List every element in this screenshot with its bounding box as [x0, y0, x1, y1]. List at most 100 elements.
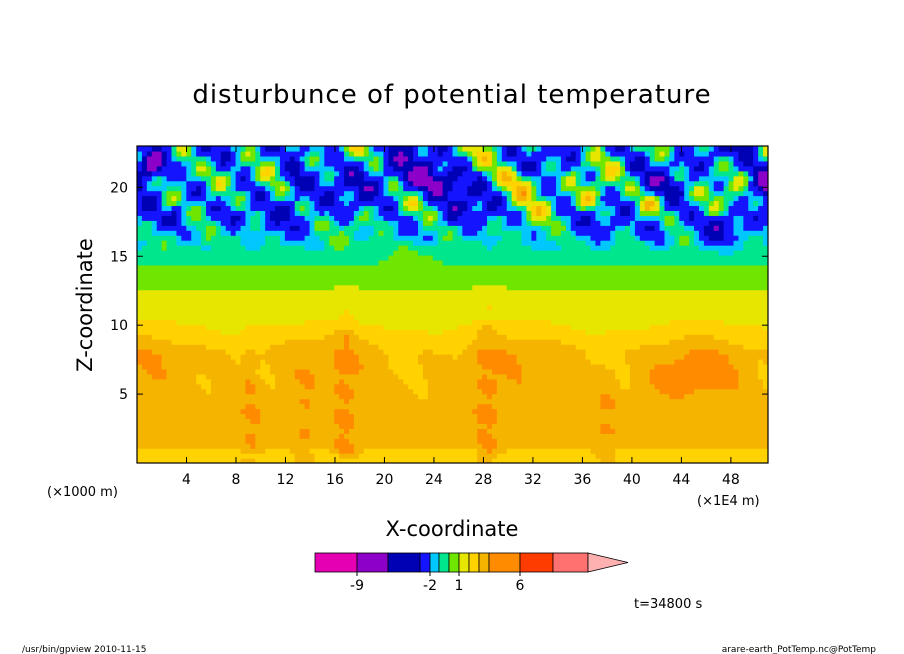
- heatmap-cell: [398, 443, 404, 449]
- heatmap-cell: [417, 299, 424, 306]
- heatmap-cell: [457, 378, 463, 385]
- heatmap-cell: [526, 388, 532, 395]
- heatmap-cell: [684, 443, 690, 449]
- heatmap-cell: [270, 339, 276, 345]
- heatmap-cell: [506, 289, 513, 296]
- heatmap-cell: [565, 284, 572, 291]
- heatmap-cell: [201, 344, 207, 350]
- heatmap-cell: [595, 299, 601, 306]
- heatmap-cell: [625, 334, 631, 340]
- heatmap-cell: [442, 349, 449, 355]
- heatmap-cell: [620, 269, 626, 276]
- heatmap-cell: [669, 354, 675, 360]
- heatmap-cell: [279, 378, 286, 385]
- heatmap-cell: [669, 378, 675, 385]
- heatmap-cell: [265, 393, 271, 400]
- heatmap-cell: [270, 408, 276, 415]
- heatmap-cell: [689, 349, 695, 355]
- heatmap-cell: [610, 448, 616, 454]
- heatmap-cell: [669, 383, 675, 390]
- heatmap-cell: [625, 373, 631, 380]
- heatmap-cell: [644, 428, 651, 434]
- heatmap-cell: [437, 448, 444, 454]
- heatmap-cell: [684, 279, 690, 286]
- heatmap-cell: [210, 274, 217, 281]
- heatmap-cell: [457, 368, 463, 375]
- heatmap-cell: [674, 383, 680, 390]
- heatmap-cell: [151, 398, 158, 405]
- heatmap-cell: [304, 284, 311, 291]
- heatmap-cell: [432, 448, 439, 454]
- heatmap-cell: [501, 349, 508, 355]
- heatmap-cell: [275, 269, 281, 276]
- heatmap-cell: [373, 388, 380, 395]
- heatmap-cell: [151, 284, 158, 291]
- heatmap-cell: [422, 279, 429, 286]
- heatmap-cell: [235, 284, 242, 291]
- heatmap-cell: [176, 363, 182, 370]
- heatmap-cell: [575, 373, 582, 380]
- heatmap-cell: [551, 418, 557, 424]
- heatmap-cell: [270, 269, 276, 276]
- heatmap-cell: [250, 418, 256, 424]
- heatmap-cell: [531, 349, 537, 355]
- heatmap-cell: [156, 413, 163, 420]
- heatmap-cell: [422, 443, 429, 449]
- heatmap-cell: [723, 418, 730, 424]
- heatmap-cell: [319, 279, 325, 286]
- heatmap-cell: [299, 344, 306, 350]
- heatmap-cell: [324, 458, 330, 463]
- heatmap-cell: [703, 334, 710, 340]
- heatmap-cell: [358, 428, 365, 434]
- heatmap-cell: [565, 418, 572, 424]
- heatmap-cell: [215, 294, 222, 301]
- heatmap-cell: [620, 358, 626, 365]
- heatmap-cell: [590, 334, 597, 340]
- heatmap-cell: [531, 398, 537, 405]
- heatmap-cell: [452, 413, 459, 420]
- heatmap-cell: [176, 388, 182, 395]
- heatmap-cell: [383, 398, 390, 405]
- heatmap-cell: [733, 269, 740, 276]
- heatmap-cell: [255, 334, 261, 340]
- heatmap-cell: [141, 388, 148, 395]
- heatmap-cell: [191, 383, 197, 390]
- heatmap-cell: [482, 413, 488, 420]
- heatmap-cell: [393, 314, 399, 320]
- heatmap-cell: [442, 279, 449, 286]
- heatmap-cell: [413, 408, 419, 415]
- heatmap-cell: [580, 393, 587, 400]
- heatmap-cell: [713, 383, 720, 390]
- heatmap-cell: [408, 354, 414, 360]
- heatmap-cell: [698, 289, 705, 296]
- heatmap-cell: [265, 279, 271, 286]
- heatmap-cell: [141, 304, 148, 311]
- heatmap-cell: [319, 433, 325, 439]
- heatmap-cell: [260, 398, 266, 405]
- heatmap-cell: [230, 423, 237, 429]
- heatmap-cell: [733, 448, 740, 454]
- heatmap-cell: [210, 344, 217, 350]
- heatmap-cell: [605, 314, 611, 320]
- heatmap-cell: [220, 418, 227, 424]
- heatmap-cell: [506, 403, 513, 410]
- heatmap-cell: [748, 289, 754, 296]
- heatmap-cell: [250, 423, 256, 429]
- heatmap-cell: [413, 383, 419, 390]
- heatmap-cell: [738, 453, 744, 459]
- heatmap-cell: [141, 349, 148, 355]
- heatmap-cell: [477, 339, 483, 345]
- heatmap-cell: [487, 453, 493, 459]
- heatmap-cell: [289, 418, 296, 424]
- heatmap-cell: [403, 294, 409, 301]
- heatmap-cell: [245, 378, 251, 385]
- heatmap-cell: [541, 438, 547, 444]
- heatmap-cell: [260, 458, 266, 463]
- heatmap-cell: [580, 413, 587, 420]
- heatmap-cell: [196, 383, 202, 390]
- heatmap-cell: [304, 383, 311, 390]
- heatmap-cell: [339, 443, 345, 449]
- heatmap-cell: [615, 314, 621, 320]
- heatmap-cell: [240, 428, 247, 434]
- heatmap-cell: [763, 304, 768, 311]
